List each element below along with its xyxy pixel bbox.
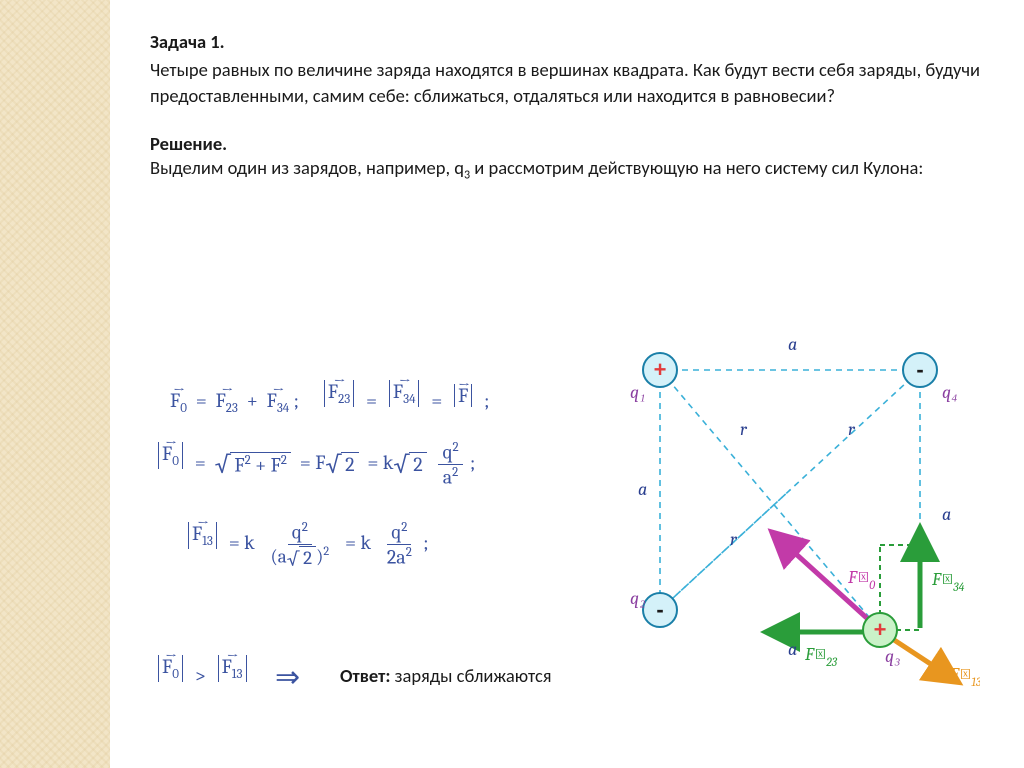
problem-text: Четыре равных по величине заряда находят… (150, 57, 1000, 108)
slide-content: Задача 1. Четыре равных по величине заря… (150, 30, 1000, 184)
svg-text:F⃗0: F⃗0 (847, 567, 875, 592)
svg-text:F⃗13: F⃗13 (949, 664, 980, 689)
equation-line-2: F0 = √F2 + F2 = F√2 = k√2 q2 a2 ; (155, 440, 475, 488)
svg-text:-: - (916, 357, 923, 382)
answer-text: заряды сближаются (390, 664, 551, 687)
svg-text:F⃗23: F⃗23 (804, 644, 838, 669)
implies-arrow: ⇒ (275, 660, 300, 695)
equation-line-1: F0 = F23 + F34 ; F23 = F34 = F ; (170, 380, 489, 416)
svg-text:q₄: q₄ (942, 382, 957, 403)
answer-line: Ответ: заряды сближаются (340, 664, 552, 687)
svg-text:-: - (656, 597, 663, 622)
answer-label: Ответ: (340, 664, 390, 687)
force-diagram: +--+ q₁q₄q₂q₃aaaarrrF⃗0F⃗34F⃗23F⃗13 (590, 320, 980, 700)
svg-text:a: a (638, 479, 647, 500)
svg-text:q₁: q₁ (630, 382, 645, 403)
equation-inequality: F0 > F13 (155, 655, 250, 687)
equation-line-3: F13 = k q2 (a√2)2 = k q2 2a2 ; (185, 520, 429, 569)
svg-text:a: a (788, 639, 797, 660)
svg-text:+: + (874, 617, 887, 642)
slide-sidebar-texture (0, 0, 110, 768)
svg-text:+: + (654, 357, 667, 382)
problem-title: Задача 1. (150, 30, 1000, 53)
solution-header: Решение. (150, 132, 1000, 155)
svg-text:q₂: q₂ (630, 588, 645, 609)
solution-intro-part2: и рассмотрим действующую на него систему… (470, 156, 923, 179)
svg-text:q₃: q₃ (885, 646, 900, 667)
svg-text:F⃗34: F⃗34 (931, 569, 965, 594)
svg-text:r: r (740, 419, 748, 440)
solution-intro: Выделим один из зарядов, например, q3 и … (150, 155, 1000, 184)
svg-text:a: a (942, 504, 951, 525)
solution-intro-part1: Выделим один из зарядов, например, q (150, 156, 464, 179)
svg-text:a: a (788, 334, 797, 355)
